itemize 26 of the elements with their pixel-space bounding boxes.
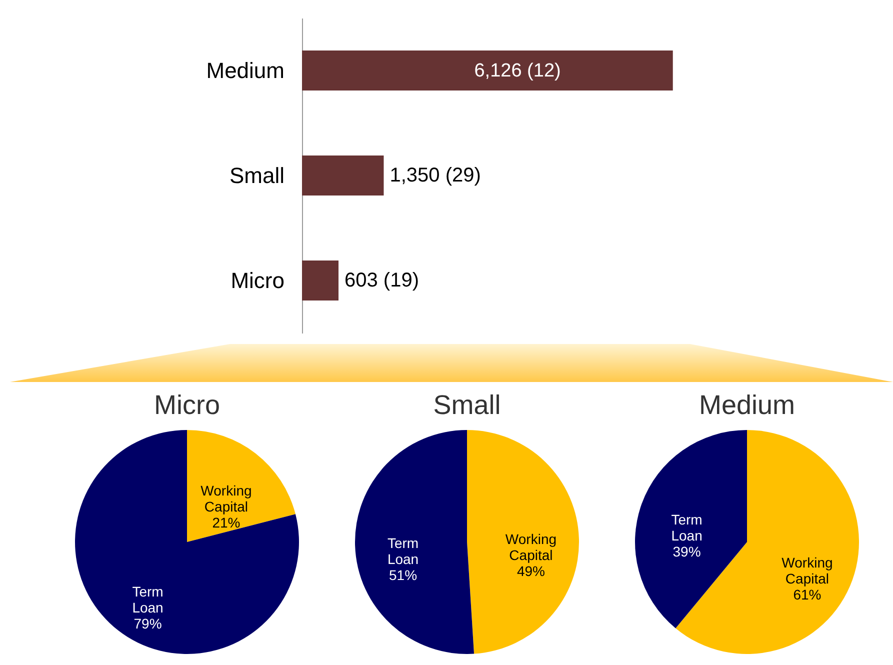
chart-title: Small <box>433 390 501 420</box>
pie-slice <box>467 430 579 654</box>
data-label: 51% <box>389 567 418 584</box>
slice-label: Working Capital <box>782 554 833 587</box>
data-label: 79% <box>134 616 162 632</box>
pie-slice <box>355 430 474 654</box>
slice-label: Working Capital <box>505 530 557 563</box>
pie-slice <box>187 430 296 542</box>
slice-label: Term Loan <box>387 535 419 568</box>
pie-slice <box>75 430 299 654</box>
y-tick-label: Medium <box>206 58 284 83</box>
slice-label: Working Capital <box>200 482 252 514</box>
y-tick-label: Small <box>229 163 284 188</box>
data-label: 6,126 (12) <box>474 60 561 82</box>
data-label: 49% <box>516 562 545 579</box>
data-label: 1,350 (29) <box>390 164 481 186</box>
data-label: 603 (19) <box>344 270 420 292</box>
pie-slice <box>635 430 747 628</box>
chart-title: Medium <box>698 390 796 420</box>
data-label: 21% <box>212 514 240 530</box>
y-tick-label: Micro <box>230 268 284 293</box>
slice-label: Term Loan <box>132 584 164 616</box>
slice-label: Term Loan <box>671 511 702 544</box>
data-label: 39% <box>672 543 701 560</box>
chart-title: Micro <box>154 390 220 420</box>
data-label: 61% <box>793 586 822 603</box>
